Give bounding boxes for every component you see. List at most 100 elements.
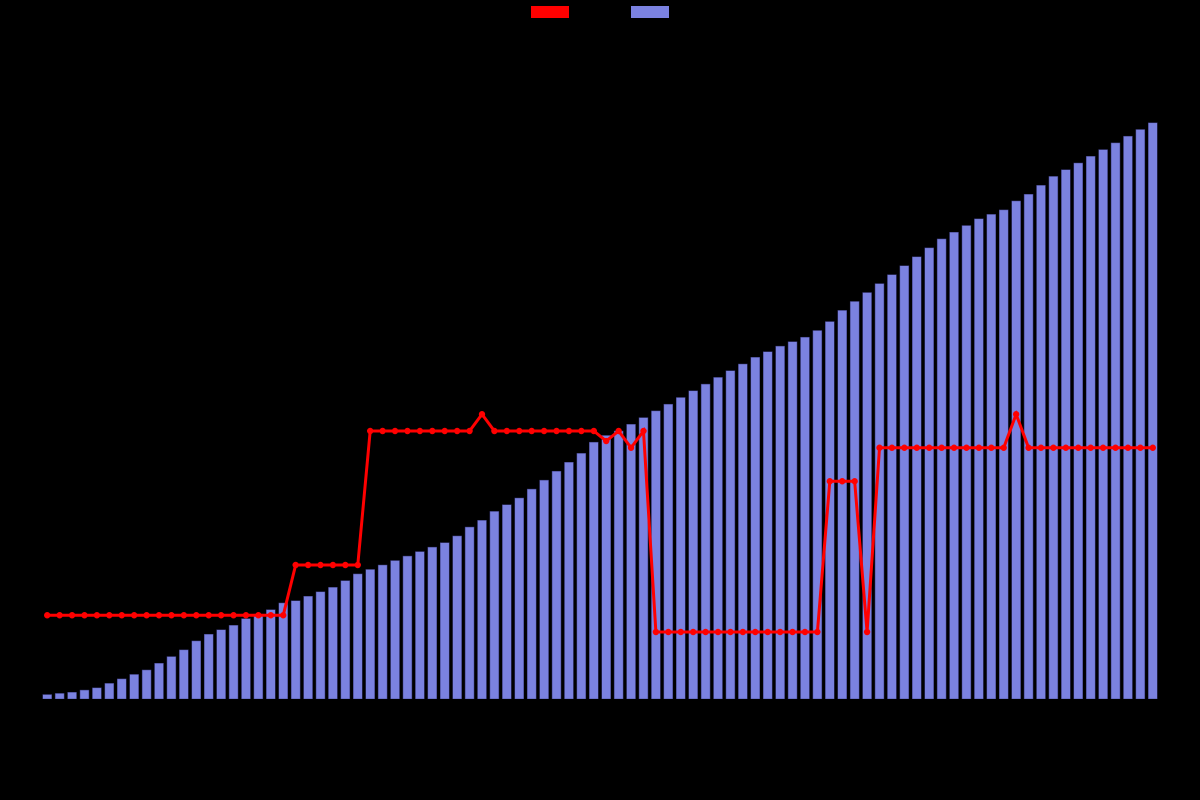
bar <box>900 266 909 699</box>
line-marker <box>963 445 969 451</box>
bar <box>950 232 959 699</box>
y-left-tick: 60 <box>21 492 34 505</box>
y-axis-left: 020406080100120140160180200 <box>0 28 38 700</box>
bar <box>80 690 89 699</box>
line-marker <box>504 428 510 434</box>
bar <box>552 471 561 699</box>
y-right-tick: 0 <box>1166 694 1173 707</box>
line-marker <box>56 612 62 618</box>
y-left-tick: 20 <box>21 626 34 639</box>
y-right-tick: 1 000 <box>1166 470 1199 483</box>
bar <box>179 650 188 699</box>
line-marker <box>1025 445 1031 451</box>
line-marker <box>1125 445 1131 451</box>
line-marker <box>491 428 497 434</box>
line-marker <box>702 629 708 635</box>
plot-svg <box>41 29 1159 699</box>
bar <box>676 398 685 700</box>
line-marker <box>615 428 621 434</box>
bar <box>887 275 896 699</box>
bar <box>800 337 809 699</box>
x-axis: 19/04/202205/05/202221/05/202206/06/2022… <box>40 700 1160 800</box>
line-marker <box>330 562 336 568</box>
bar <box>92 688 101 699</box>
bar <box>1086 156 1095 699</box>
line-marker <box>876 445 882 451</box>
y-left-tick: 100 <box>14 358 34 371</box>
chart-container: 020406080100120140160180200 05001 0001 5… <box>0 0 1200 800</box>
bar <box>204 634 213 699</box>
legend-bar-swatch <box>630 5 670 19</box>
bar <box>1037 185 1046 699</box>
bar <box>167 657 176 699</box>
bar <box>415 552 424 699</box>
bar <box>117 679 126 699</box>
bar <box>602 435 611 699</box>
line-marker <box>740 629 746 635</box>
line-marker <box>342 562 348 568</box>
line-marker <box>1050 445 1056 451</box>
line-marker <box>765 629 771 635</box>
bar <box>130 674 139 699</box>
line-marker <box>839 478 845 484</box>
bar <box>999 210 1008 699</box>
y-right-tick: 2 500 <box>1166 134 1199 147</box>
bar <box>701 384 710 699</box>
line-marker <box>951 445 957 451</box>
bar <box>1049 176 1058 699</box>
bar <box>1074 163 1083 699</box>
line-marker <box>1013 411 1019 417</box>
bar <box>614 431 623 699</box>
line-marker <box>69 612 75 618</box>
bar <box>229 625 238 699</box>
line-marker <box>715 629 721 635</box>
line-marker <box>864 629 870 635</box>
line-marker <box>317 562 323 568</box>
line-marker <box>566 428 572 434</box>
bar <box>912 257 921 699</box>
line-marker <box>181 612 187 618</box>
bar <box>1123 136 1132 699</box>
bar <box>763 352 772 699</box>
line-marker <box>442 428 448 434</box>
line-marker <box>143 612 149 618</box>
line-marker <box>230 612 236 618</box>
bar <box>850 301 859 699</box>
line-marker <box>81 612 87 618</box>
line-marker <box>789 629 795 635</box>
line-marker <box>553 428 559 434</box>
bar <box>453 536 462 699</box>
bar <box>266 610 275 699</box>
line-marker <box>851 478 857 484</box>
bar <box>962 226 971 699</box>
bar <box>403 556 412 699</box>
y-right-tick: 1 500 <box>1166 358 1199 371</box>
line-marker <box>976 445 982 451</box>
bar <box>341 581 350 699</box>
bar <box>527 489 536 699</box>
bar <box>217 630 226 699</box>
line-marker <box>156 612 162 618</box>
bar <box>1148 123 1157 699</box>
bar <box>254 614 263 699</box>
bar <box>291 601 300 699</box>
bar <box>155 663 164 699</box>
bar <box>689 391 698 699</box>
bar <box>577 453 586 699</box>
bar <box>1136 130 1145 700</box>
line-marker <box>938 445 944 451</box>
line-marker <box>429 428 435 434</box>
bar <box>1111 143 1120 699</box>
line-marker <box>528 428 534 434</box>
line-marker <box>268 612 274 618</box>
line-marker <box>168 612 174 618</box>
bar <box>43 695 52 699</box>
bar <box>192 641 201 699</box>
line-marker <box>889 445 895 451</box>
line-marker <box>988 445 994 451</box>
bar <box>627 424 636 699</box>
y-left-tick: 120 <box>14 290 34 303</box>
legend <box>0 5 1200 19</box>
line-marker <box>305 562 311 568</box>
bar <box>68 692 77 699</box>
